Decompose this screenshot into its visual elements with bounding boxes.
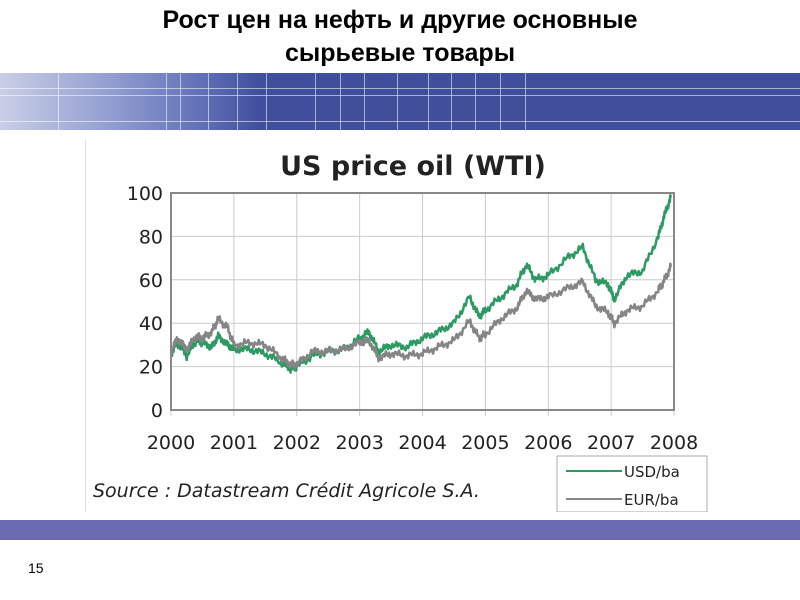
decorative-banner <box>0 73 800 130</box>
oil-price-chart: US price oil (WTI) 0 20 40 60 80 100 2000 2001… <box>93 151 708 513</box>
x-tick-label: 2007 <box>587 432 635 454</box>
slide-title: Рост цен на нефть и другие основные сырь… <box>0 4 800 70</box>
x-tick-label: 2002 <box>273 432 321 454</box>
chart-image: US price oil (WTI) 0 20 40 60 80 100 2000 2001… <box>85 140 711 513</box>
series-line-usd-ba <box>169 194 673 374</box>
y-tick-label: 20 <box>139 357 163 379</box>
legend-label-eur: EUR/ba <box>624 491 679 509</box>
x-tick-label: 2001 <box>210 432 258 454</box>
x-tick-label: 2004 <box>398 432 446 454</box>
y-tick-label: 60 <box>139 270 163 292</box>
slide-number: 15 <box>28 560 44 576</box>
legend: USD/ba EUR/ba <box>556 455 708 513</box>
legend-label-usd: USD/ba <box>624 463 680 481</box>
plot-frame <box>170 192 675 411</box>
x-tick-label: 2008 <box>650 432 698 454</box>
y-tick-label: 100 <box>127 183 163 205</box>
x-tick-label: 2006 <box>524 432 572 454</box>
banner-photo <box>0 73 260 130</box>
x-tick-label: 2005 <box>461 432 509 454</box>
footer-stripe <box>0 520 800 540</box>
x-tick-label: 2003 <box>335 432 383 454</box>
chart-title: US price oil (WTI) <box>280 151 546 182</box>
slide-title-line1: Рост цен на нефть и другие основные <box>162 6 638 34</box>
y-tick-label: 80 <box>139 226 163 248</box>
x-tick-label: 2000 <box>147 432 195 454</box>
slide-title-line2: сырьевые товары <box>284 39 516 67</box>
y-tick-label: 0 <box>151 400 163 422</box>
chart-source: Source : Datastream Crédit Agricole S.A. <box>93 480 480 502</box>
y-tick-label: 40 <box>139 313 163 335</box>
series-line-eur-ba <box>169 262 673 370</box>
